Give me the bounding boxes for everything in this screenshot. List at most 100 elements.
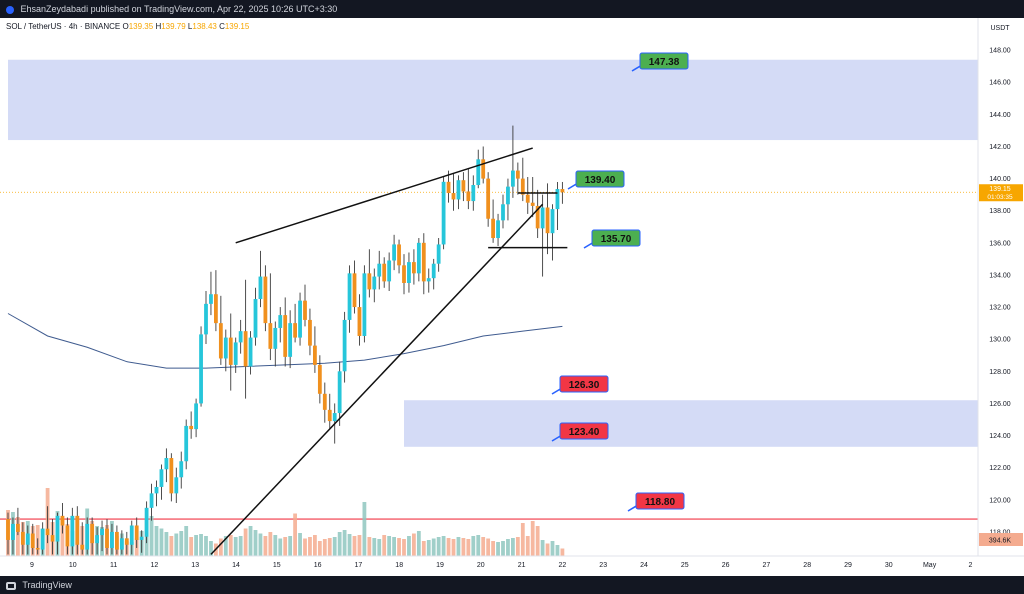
tradingview-logo-icon xyxy=(6,581,16,590)
volume-bar xyxy=(446,538,451,556)
candle-body xyxy=(421,242,426,282)
candle-body xyxy=(60,515,65,526)
candle-body xyxy=(436,244,441,264)
candle-body xyxy=(511,170,515,187)
candle-body xyxy=(416,242,421,274)
volume-bar xyxy=(357,535,362,556)
volume-bar xyxy=(337,532,342,556)
zone-1 xyxy=(404,400,978,447)
candle-body xyxy=(199,334,203,404)
volume-bar xyxy=(60,520,65,556)
y-tick-label: 132.00 xyxy=(989,305,1011,312)
callout-label: 147.38 xyxy=(649,57,680,68)
callout-box xyxy=(635,492,685,510)
volume-bar xyxy=(466,539,471,556)
candle-body xyxy=(263,276,268,324)
candle-body xyxy=(317,364,322,394)
candle-body xyxy=(461,180,466,192)
volume-bar xyxy=(367,537,372,556)
candle-body xyxy=(555,189,560,210)
y-tick-label: 122.00 xyxy=(989,465,1011,472)
volume-bar xyxy=(441,536,446,556)
volume-bar xyxy=(451,539,456,556)
volume-bar xyxy=(416,531,421,556)
volume-bar xyxy=(515,537,520,556)
candle-body xyxy=(100,528,104,536)
candle-body xyxy=(184,425,189,462)
candle-body xyxy=(110,531,114,548)
trendline-1 xyxy=(210,203,544,555)
volume-bar xyxy=(16,517,20,556)
volume-bar xyxy=(506,539,510,556)
x-tick-label: 9 xyxy=(30,562,34,569)
price-callout-135-70: 135.70 xyxy=(583,229,641,249)
volume-bar xyxy=(278,538,283,556)
volume-bar xyxy=(540,540,545,556)
trendline-0 xyxy=(235,147,533,244)
candle-body xyxy=(129,525,134,545)
candle-body xyxy=(530,202,535,206)
volume-bar xyxy=(461,538,466,556)
open-value: 139.35 xyxy=(128,22,154,31)
y-tick-label: 148.00 xyxy=(989,48,1011,55)
volume-bar xyxy=(520,523,525,556)
y-tick-label: 142.00 xyxy=(989,144,1011,151)
candle-body xyxy=(35,547,40,550)
x-tick-label: 17 xyxy=(355,562,363,569)
volume-bar xyxy=(362,502,367,556)
candle-body xyxy=(313,345,317,365)
callout-box xyxy=(575,170,625,188)
volume-bar xyxy=(288,536,293,556)
y-tick-label: 120.00 xyxy=(989,497,1011,504)
volume-bar xyxy=(243,528,248,556)
volume-bar xyxy=(387,536,392,556)
volume-bar xyxy=(204,536,208,556)
volume-bar xyxy=(352,536,357,556)
volume-bar xyxy=(382,535,387,556)
candle-body xyxy=(342,319,347,372)
candle-body xyxy=(25,533,30,545)
candle-body xyxy=(372,276,377,290)
candle-body xyxy=(397,244,401,266)
candle-body xyxy=(174,477,179,494)
candle-body xyxy=(362,273,367,336)
volume-bar xyxy=(476,535,481,556)
candle-body xyxy=(560,189,565,193)
candlestick-chart[interactable]: 147.38 139.40 135.70 126.30 123.40 118.80 USD… xyxy=(0,18,1024,576)
volume-bar xyxy=(263,536,268,556)
volume-bar xyxy=(402,539,406,556)
candle-body xyxy=(506,186,510,205)
volume-bar xyxy=(511,538,515,556)
volume-bar xyxy=(308,537,312,556)
volume-bar xyxy=(179,531,184,556)
volume-bar xyxy=(397,538,401,556)
volume-bar xyxy=(486,538,491,556)
chart-frame[interactable]: 147.38 139.40 135.70 126.30 123.40 118.80 USD… xyxy=(0,18,1024,576)
candle-body xyxy=(253,299,258,338)
y-tick-label: 144.00 xyxy=(989,112,1011,119)
x-tick-label: 19 xyxy=(436,562,444,569)
volume-bar xyxy=(313,535,317,556)
candle-body xyxy=(139,536,144,540)
x-tick-label: 26 xyxy=(722,562,730,569)
price-callout-123-40: 123.40 xyxy=(551,422,609,442)
high-value: 139.79 xyxy=(161,22,186,31)
time-axis-background xyxy=(0,556,1024,576)
candle-body xyxy=(6,519,10,540)
candle-body xyxy=(451,193,456,200)
candle-body xyxy=(357,307,362,336)
candle-body xyxy=(20,531,25,545)
volume-bar xyxy=(392,537,396,556)
y-tick-label: 128.00 xyxy=(989,369,1011,376)
x-tick-label: 13 xyxy=(191,562,199,569)
volume-bar xyxy=(372,538,377,556)
price-callout-147-38: 147.38 xyxy=(631,52,689,72)
candle-body xyxy=(238,331,243,343)
callout-label: 135.70 xyxy=(601,234,632,245)
candle-body xyxy=(347,273,352,320)
low-value: 138.43 xyxy=(192,22,217,31)
volume-bar xyxy=(283,537,288,556)
volume-bar xyxy=(268,532,273,556)
close-label: C xyxy=(219,22,225,31)
candle-body xyxy=(194,403,198,430)
